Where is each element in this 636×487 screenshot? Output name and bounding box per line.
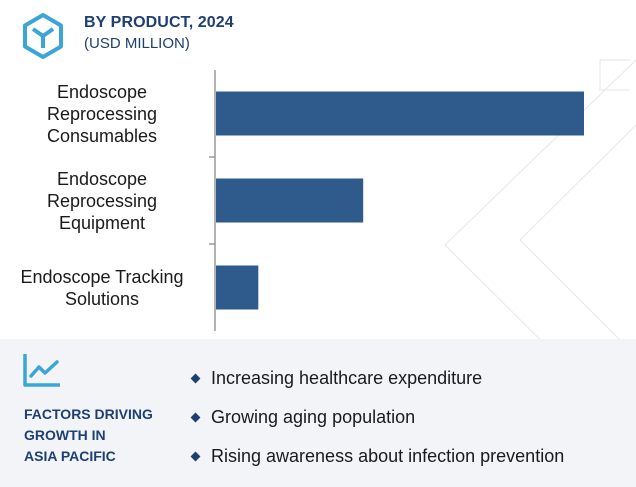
category-label-line: Endoscope Tracking: [20, 266, 184, 287]
diamond-bullet-icon: [190, 373, 201, 384]
factor-text: Rising awareness about infection prevent…: [211, 446, 565, 466]
category-label: Endoscope Tracking Solutions: [2, 266, 202, 310]
factor-item: Growing aging population: [190, 407, 415, 428]
factors-title-line: FACTORS DRIVING: [24, 406, 153, 422]
bar: [216, 178, 364, 223]
bar: [216, 91, 584, 136]
category-label-line: Endoscope: [56, 168, 148, 189]
category-label-line: Reprocessing: [46, 190, 158, 211]
chart-title: BY PRODUCT, 2024: [84, 14, 234, 31]
trend-chart-icon: [23, 354, 60, 387]
factors-title-line: GROWTH IN: [24, 427, 106, 443]
category-label-line: Consumables: [46, 125, 158, 146]
chart-subtitle: (USD MILLION): [84, 35, 190, 52]
category-label-line: Endoscope: [56, 81, 148, 102]
category-label-line: Reprocessing: [46, 103, 158, 124]
factor-text: Increasing healthcare expenditure: [211, 368, 483, 388]
category-label: Endoscope Reprocessing Consumables: [2, 81, 202, 147]
factors-title: FACTORS DRIVING GROWTH IN ASIA PACIFIC: [24, 404, 174, 467]
bar: [216, 265, 259, 310]
factor-item: Increasing healthcare expenditure: [190, 368, 482, 389]
diamond-bullet-icon: [190, 451, 201, 462]
factor-text: Growing aging population: [211, 407, 416, 427]
cube-icon: [23, 13, 63, 59]
factors-panel: [0, 339, 636, 487]
bar-chart: [209, 70, 584, 331]
category-label: Endoscope Reprocessing Equipment: [2, 168, 202, 234]
diamond-bullet-icon: [190, 412, 201, 423]
category-label-line: Solutions: [64, 288, 140, 309]
factors-title-line: ASIA PACIFIC: [24, 448, 116, 464]
factor-item: Rising awareness about infection prevent…: [190, 446, 564, 467]
category-label-line: Equipment: [58, 212, 146, 233]
